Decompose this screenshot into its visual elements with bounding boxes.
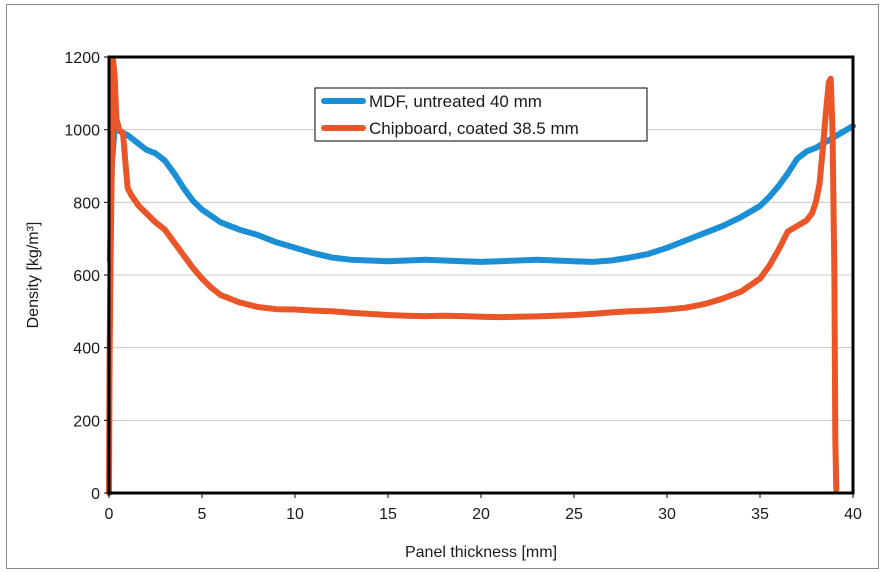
y-tick-label-0: 0 xyxy=(91,486,100,503)
series-line-0 xyxy=(106,123,856,265)
y-axis-ticks: 0 200 400 600 800 1000 1200 xyxy=(64,50,109,503)
y-tick-label-1000: 1000 xyxy=(64,123,100,140)
x-tick-label-40: 40 xyxy=(844,506,862,523)
x-axis-ticks: 0 5 10 15 20 25 30 35 40 xyxy=(105,493,862,523)
y-tick-label-200: 200 xyxy=(73,413,100,430)
x-tick-label-10: 10 xyxy=(286,506,304,523)
x-tick-label-0: 0 xyxy=(105,506,114,523)
series-lines xyxy=(106,57,856,496)
legend-box xyxy=(314,87,648,142)
x-axis-title: Panel thickness [mm] xyxy=(405,544,557,561)
legend-label-chipboard: Chipboard, coated 38.5 mm xyxy=(369,119,579,138)
gridlines xyxy=(109,129,853,421)
y-tick-label-800: 800 xyxy=(73,195,100,212)
y-tick-label-1200: 1200 xyxy=(64,50,100,67)
x-tick-label-20: 20 xyxy=(472,506,490,523)
y-axis-title: Density [kg/m³] xyxy=(25,222,42,329)
x-tick-label-35: 35 xyxy=(751,506,769,523)
series-line-1 xyxy=(106,57,840,496)
x-tick-label-5: 5 xyxy=(198,506,207,523)
x-tick-label-15: 15 xyxy=(379,506,397,523)
y-tick-label-400: 400 xyxy=(73,341,100,358)
legend: MDF, untreated 40 mm Chipboard, coated 3… xyxy=(314,87,648,142)
x-tick-label-30: 30 xyxy=(658,506,676,523)
legend-label-mdf: MDF, untreated 40 mm xyxy=(369,92,542,111)
y-tick-label-600: 600 xyxy=(73,268,100,285)
x-tick-label-25: 25 xyxy=(565,506,583,523)
